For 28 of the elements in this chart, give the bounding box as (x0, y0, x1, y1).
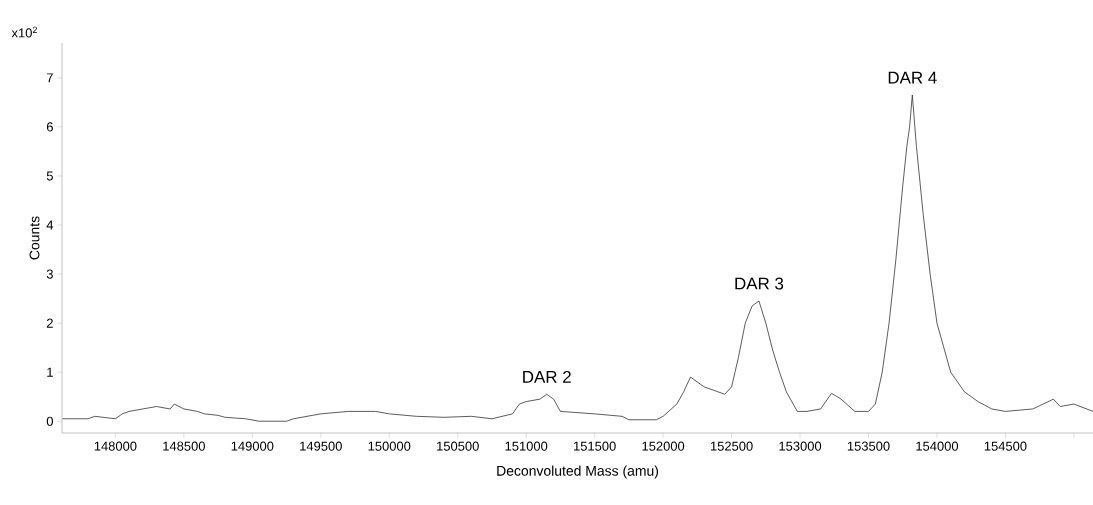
annotation: DAR 4 (888, 71, 937, 84)
x-tick-label: 148500 (163, 441, 205, 451)
annotation: DAR 3 (735, 277, 784, 290)
x-tick-label: 152000 (642, 441, 685, 451)
annotation: DAR 2 (523, 370, 571, 383)
x-tick-label: 154000 (916, 441, 959, 451)
x-tick-label: 154500 (984, 441, 1027, 451)
x-axis-title: Deconvoluted Mass (amu) (497, 465, 659, 479)
y-axis-title: Counts (29, 216, 40, 260)
y-tick-label: 3 (46, 269, 53, 279)
x-tick-label: 152500 (710, 441, 753, 451)
y-tick-label: 0 (46, 416, 53, 426)
y-tick-label: 5 (46, 171, 53, 181)
y-tick-label: 6 (46, 122, 53, 132)
y-tick-label: 2 (46, 318, 53, 328)
x-tick-label: 153000 (779, 441, 822, 451)
x-tick-label: 150500 (437, 441, 479, 451)
y-tick-label: 7 (46, 73, 53, 83)
y-tick-label: 1 (47, 367, 53, 377)
x-tick-label: 151000 (505, 441, 548, 451)
x-tick-label: 153500 (847, 441, 890, 451)
text: x10$^{2}$ (11, 26, 37, 38)
x-tick-label: 148000 (94, 441, 137, 451)
x-tick-label: 149500 (300, 441, 342, 451)
x-tick-label: 149000 (231, 441, 274, 451)
x-tick-label: 150000 (368, 441, 411, 451)
x-tick-label: 151500 (574, 441, 616, 451)
y-tick-label: 4 (46, 220, 54, 230)
